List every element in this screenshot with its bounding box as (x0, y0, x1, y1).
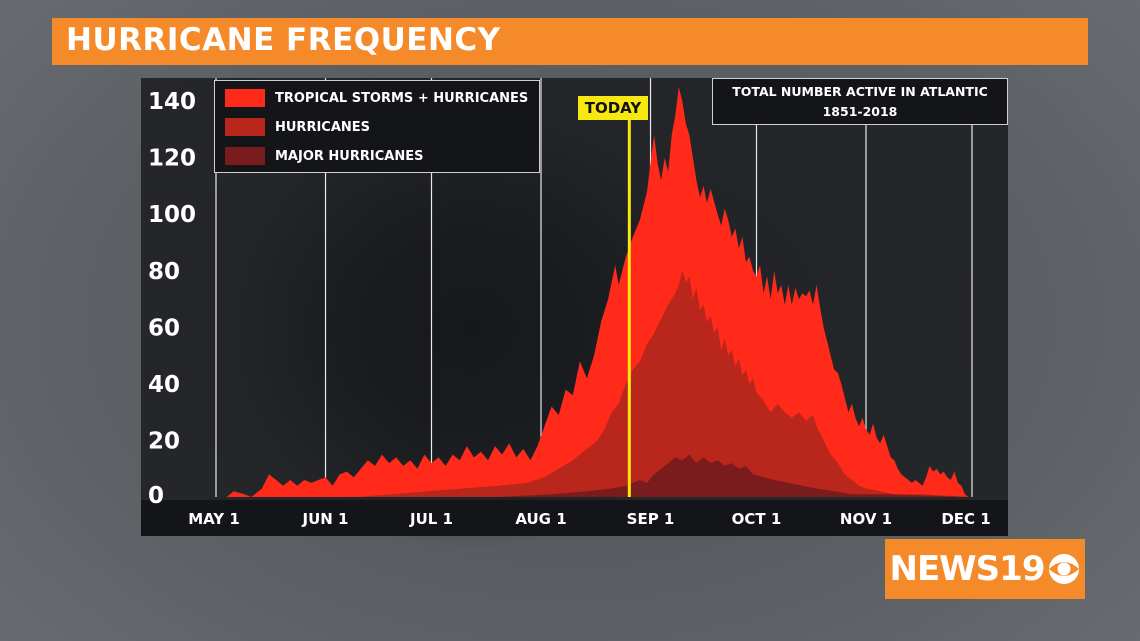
area-series (226, 87, 969, 497)
y-tick-label-60: 60 (148, 315, 180, 341)
y-tick-label-80: 80 (148, 259, 180, 285)
y-tick-label-140: 140 (148, 89, 196, 115)
today-label: TODAY (578, 96, 648, 120)
y-tick-label-20: 20 (148, 428, 180, 454)
info-box: TOTAL NUMBER ACTIVE IN ATLANTIC 1851-201… (712, 78, 1008, 125)
x-tick-label-7: DEC 1 (941, 510, 990, 528)
x-axis-band (141, 500, 1008, 536)
x-tick-label-0: MAY 1 (188, 510, 240, 528)
y-tick-label-120: 120 (148, 146, 196, 172)
y-axis-ticks: 0 20 40 60 80 100 120 140 (148, 89, 196, 509)
legend-swatch-major (225, 147, 265, 165)
legend-item-major: MAJOR HURRICANES (225, 145, 423, 167)
legend-label-major: MAJOR HURRICANES (275, 148, 424, 164)
area-series-2 (226, 454, 969, 497)
logo-text: NEWS19 (889, 549, 1046, 589)
legend: TROPICAL STORMS + HURRICANES HURRICANES … (214, 80, 540, 173)
legend-item-storms: TROPICAL STORMS + HURRICANES (225, 87, 528, 109)
legend-swatch-hurricanes (225, 118, 265, 136)
chart-title: HURRICANE FREQUENCY (66, 22, 501, 58)
info-line-1: TOTAL NUMBER ACTIVE IN ATLANTIC (732, 84, 988, 99)
legend-swatch-storms (225, 89, 265, 107)
y-tick-label-0: 0 (148, 483, 164, 509)
title-bar: HURRICANE FREQUENCY (52, 18, 1088, 65)
cbs-eye-icon (1048, 554, 1079, 584)
area-series-1 (226, 270, 969, 497)
x-axis-ticks: MAY 1 JUN 1 JUL 1 AUG 1 SEP 1 OCT 1 NOV 1 DEC 1 (188, 510, 991, 528)
x-tick-label-2: JUL 1 (409, 510, 453, 528)
legend-item-hurricanes: HURRICANES (225, 116, 370, 138)
y-tick-label-100: 100 (148, 202, 196, 228)
legend-label-hurricanes: HURRICANES (275, 119, 371, 135)
x-tick-label-4: SEP 1 (627, 510, 675, 528)
x-tick-label-3: AUG 1 (515, 510, 566, 528)
x-tick-label-5: OCT 1 (732, 510, 782, 528)
x-tick-label-6: NOV 1 (840, 510, 892, 528)
legend-label-storms: TROPICAL STORMS + HURRICANES (275, 90, 529, 106)
news19-logo: NEWS19 (885, 539, 1085, 599)
info-line-2: 1851-2018 (822, 104, 898, 119)
area-series-0 (226, 87, 969, 497)
x-tick-label-1: JUN 1 (302, 510, 349, 528)
y-tick-label-40: 40 (148, 372, 180, 398)
